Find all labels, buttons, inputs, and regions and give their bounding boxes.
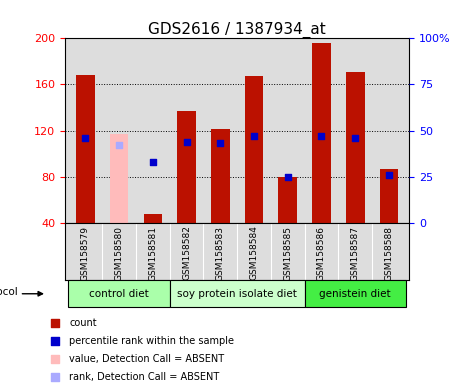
- Text: GSM158582: GSM158582: [182, 225, 191, 280]
- Point: [217, 141, 224, 147]
- Bar: [177, 111, 196, 223]
- Text: genistein diet: genistein diet: [319, 289, 391, 299]
- Text: GSM158588: GSM158588: [385, 225, 393, 281]
- Point: [82, 135, 89, 141]
- Text: soy protein isolate diet: soy protein isolate diet: [177, 289, 297, 299]
- Bar: [312, 43, 331, 223]
- Point: [51, 374, 59, 381]
- Point: [51, 338, 59, 344]
- Bar: [68, 280, 170, 307]
- Bar: [245, 76, 263, 223]
- Bar: [380, 169, 398, 223]
- Bar: [110, 134, 128, 223]
- Point: [149, 159, 157, 165]
- Text: GSM158583: GSM158583: [216, 225, 225, 281]
- Text: GSM158580: GSM158580: [114, 225, 124, 281]
- Bar: [211, 129, 230, 223]
- Bar: [144, 214, 162, 223]
- Point: [318, 133, 325, 139]
- Text: GSM158586: GSM158586: [317, 225, 326, 281]
- Point: [250, 133, 258, 139]
- Text: count: count: [69, 318, 97, 328]
- Text: value, Detection Call = ABSENT: value, Detection Call = ABSENT: [69, 354, 224, 364]
- Point: [284, 174, 292, 180]
- Text: control diet: control diet: [89, 289, 149, 299]
- Point: [115, 142, 123, 148]
- Text: GSM158584: GSM158584: [250, 225, 259, 280]
- Point: [352, 135, 359, 141]
- Text: percentile rank within the sample: percentile rank within the sample: [69, 336, 234, 346]
- Point: [51, 320, 59, 326]
- Bar: [76, 75, 94, 223]
- Point: [385, 172, 392, 178]
- Bar: [346, 72, 365, 223]
- Text: GSM158587: GSM158587: [351, 225, 360, 281]
- Text: GSM158579: GSM158579: [81, 225, 90, 281]
- Point: [51, 356, 59, 362]
- Text: GSM158581: GSM158581: [148, 225, 157, 281]
- Bar: [170, 280, 305, 307]
- Title: GDS2616 / 1387934_at: GDS2616 / 1387934_at: [148, 22, 326, 38]
- Text: GSM158585: GSM158585: [283, 225, 292, 281]
- Bar: [279, 177, 297, 223]
- Bar: [305, 280, 406, 307]
- Text: protocol: protocol: [0, 287, 18, 298]
- Text: rank, Detection Call = ABSENT: rank, Detection Call = ABSENT: [69, 372, 219, 382]
- Point: [183, 139, 190, 145]
